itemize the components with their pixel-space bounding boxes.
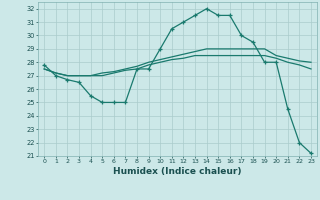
X-axis label: Humidex (Indice chaleur): Humidex (Indice chaleur) [113, 167, 242, 176]
